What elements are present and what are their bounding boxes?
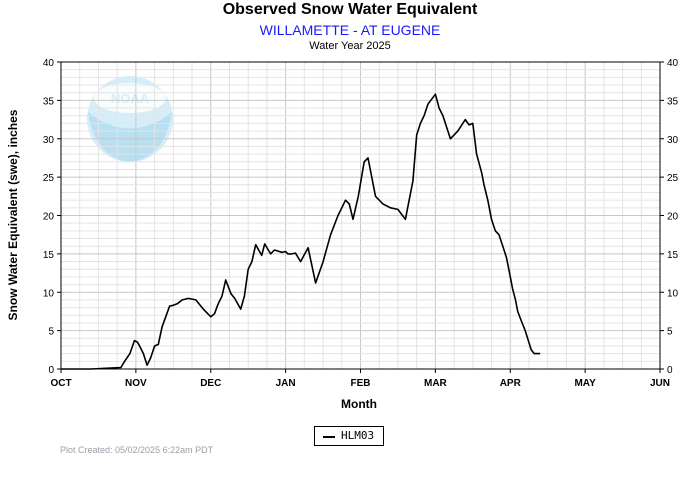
y-tick-label-right: 40	[667, 58, 679, 69]
legend-swatch-hlm03	[323, 436, 335, 438]
y-tick-label-left: 30	[43, 135, 55, 146]
y-tick-label-left: 40	[43, 58, 55, 69]
y-tick-label-right: 15	[667, 250, 679, 261]
noaa-logo-text: NOAA	[111, 91, 150, 106]
x-tick-label: MAY	[574, 378, 596, 389]
x-tick-label: APR	[500, 378, 522, 389]
noaa-logo-bird	[94, 83, 166, 113]
y-axis-label: Snow Water Equivalent (swe), inches	[6, 109, 20, 320]
x-tick-label: NOV	[125, 378, 147, 389]
x-tick-label: JAN	[276, 378, 296, 389]
noaa-logo-wave	[88, 112, 172, 162]
series-layer	[61, 93, 541, 370]
y-tick-label-right: 10	[667, 288, 679, 299]
x-tick-label: FEB	[351, 378, 371, 389]
y-tick-label-right: 5	[667, 327, 673, 338]
y-tick-label-left: 0	[48, 365, 54, 376]
x-tick-label: JUN	[650, 378, 670, 389]
chart-title: Observed Snow Water Equivalent	[222, 1, 478, 18]
chart-subtitle: WILLAMETTE - AT EUGENE	[259, 22, 441, 38]
y-tick-label-left: 10	[43, 288, 55, 299]
plot-created-footer: Plot Created: 05/02/2025 6:22am PDT	[60, 445, 214, 455]
y-tick-label-left: 25	[43, 173, 55, 184]
x-axis-label: Month	[341, 397, 377, 411]
legend: HLM03	[314, 426, 384, 446]
y-tick-label-left: 15	[43, 250, 55, 261]
y-tick-label-right: 25	[667, 173, 679, 184]
y-tick-label-right: 0	[667, 365, 673, 376]
x-tick-label: DEC	[200, 378, 221, 389]
y-tick-label-left: 35	[43, 96, 55, 107]
x-tick-label: MAR	[424, 378, 448, 389]
x-axis: OCT NOV DEC JAN FEB MAR APR MAY JUN	[50, 369, 670, 389]
noaa-logo-watermark: NOAA	[87, 76, 173, 162]
y-tick-label-right: 20	[667, 212, 679, 223]
y-tick-label-right: 30	[667, 135, 679, 146]
y-axis-right: 0 5 10 15 20 25 30 35 40	[660, 58, 679, 376]
y-axis-left: 0 5 10 15 20 25 30 35 40	[43, 58, 61, 376]
chart-grid	[61, 62, 660, 369]
chart-water-year: Water Year 2025	[309, 40, 391, 52]
y-tick-label-right: 35	[667, 96, 679, 107]
y-tick-label-left: 20	[43, 212, 55, 223]
y-tick-label-left: 5	[48, 327, 54, 338]
series-line-hlm03	[61, 93, 541, 370]
x-tick-label: OCT	[50, 378, 71, 389]
legend-label-hlm03: HLM03	[341, 429, 375, 442]
